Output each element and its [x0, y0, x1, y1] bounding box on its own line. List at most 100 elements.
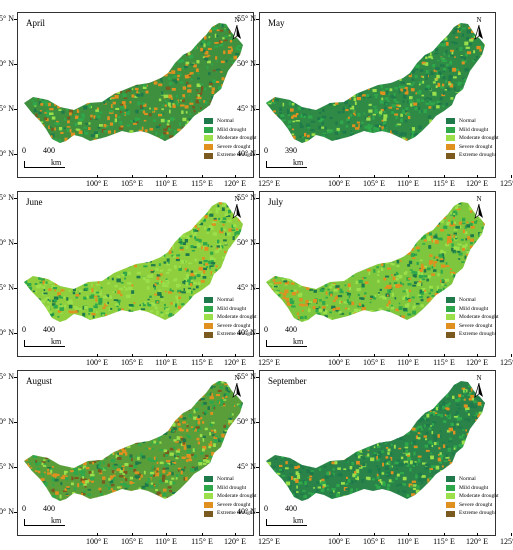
map-panel-june: June N Normal Mild drought Moderate drought S… [17, 191, 257, 357]
longitude-label: 115° E [191, 179, 213, 188]
north-arrow: N [473, 17, 485, 41]
longitude-tick [235, 533, 236, 536]
legend-swatch [204, 135, 213, 142]
longitude-tick [132, 175, 133, 178]
latitude-label: 50° N [0, 238, 14, 247]
legend-label: Moderate drought [217, 493, 257, 500]
longitude-tick [166, 354, 167, 357]
month-title: July [268, 197, 284, 207]
legend-item: Mild drought [446, 484, 499, 493]
latitude-label: 50° N [237, 59, 256, 68]
longitude-tick [444, 533, 445, 536]
map-panel-september: September N Normal Mild drought Moderate dro… [259, 370, 499, 536]
latitude-tick [256, 64, 259, 65]
map-panel-july: July N Normal Mild drought Moderate drought S… [259, 191, 499, 357]
legend-item: Normal [446, 475, 499, 484]
latitude-label: 55° N [0, 193, 14, 202]
north-arrow-icon [474, 25, 483, 40]
longitude-label: 105° E [362, 358, 386, 367]
north-arrow-icon [474, 383, 483, 398]
north-label: N [234, 195, 240, 203]
north-arrow: N [473, 375, 485, 399]
longitude-label: 120° E [465, 358, 489, 367]
scale-bar: 0 400 km [264, 504, 312, 532]
legend-swatch [446, 476, 455, 483]
legend-swatch [204, 493, 213, 500]
legend-swatch [446, 305, 455, 312]
legend-label: Mild drought [217, 305, 247, 312]
legend-item: Mild drought [204, 484, 257, 493]
longitude-label: 100° E [85, 358, 109, 367]
scale-bar: 0 400 km [264, 325, 312, 353]
latitude-tick [14, 467, 17, 468]
legend-item: Extreme drought [204, 509, 257, 518]
scale-zero: 0 [22, 504, 26, 513]
latitude-label: 50° N [237, 238, 256, 247]
north-arrow: N [231, 196, 243, 220]
scale-bar: 0 400 km [22, 504, 70, 532]
longitude-tick [408, 175, 409, 178]
legend-item: Normal [446, 117, 499, 126]
latitude-tick [14, 243, 17, 244]
longitude-tick [477, 175, 478, 178]
north-arrow-icon [232, 204, 241, 219]
longitude-label: 110° E [155, 358, 177, 367]
legend-label: Extreme drought [459, 152, 497, 159]
longitude-tick [339, 533, 340, 536]
longitude-label: 125° E [499, 537, 513, 546]
legend-item: Moderate drought [204, 492, 257, 501]
legend-item: Moderate drought [204, 134, 257, 143]
legend-label: Moderate drought [459, 314, 499, 321]
longitude-label: 125° E [499, 179, 513, 188]
scale-distance: 400 [43, 325, 55, 334]
latitude-tick [256, 109, 259, 110]
legend-swatch [446, 135, 455, 142]
legend-swatch [204, 305, 213, 312]
longitude-tick [235, 354, 236, 357]
drought-legend: Normal Mild drought Moderate drought Severe… [204, 475, 257, 518]
longitude-tick [511, 533, 512, 536]
latitude-tick [256, 512, 259, 513]
legend-item: Moderate drought [204, 313, 257, 322]
legend-swatch [204, 323, 213, 330]
latitude-tick [14, 333, 17, 334]
north-label: N [476, 195, 482, 203]
longitude-tick [408, 533, 409, 536]
longitude-tick [339, 175, 340, 178]
legend-label: Normal [217, 118, 234, 124]
latitude-label: 55° N [0, 372, 14, 381]
month-title: May [268, 18, 285, 28]
legend-label: Moderate drought [217, 135, 257, 142]
legend-item: Mild drought [446, 126, 499, 135]
latitude-tick [14, 512, 17, 513]
latitude-label: 40° N [0, 507, 14, 516]
region-map [24, 23, 243, 143]
legend-item: Extreme drought [446, 330, 499, 339]
longitude-tick [477, 354, 478, 357]
legend-item: Normal [204, 475, 257, 484]
legend-label: Mild drought [459, 305, 489, 312]
longitude-label: 115° E [433, 179, 455, 188]
legend-label: Normal [217, 297, 234, 303]
drought-legend: Normal Mild drought Moderate drought Severe… [204, 296, 257, 339]
legend-label: Mild drought [459, 126, 489, 133]
longitude-label: 115° E [191, 358, 213, 367]
north-label: N [234, 374, 240, 382]
legend-swatch [446, 152, 455, 159]
scale-line [266, 161, 307, 168]
map-panel-april: April N Normal Mild drought Moderate drought… [17, 12, 257, 178]
longitude-label: 125° E [499, 358, 513, 367]
latitude-label: 50° N [0, 417, 14, 426]
north-label: N [234, 16, 240, 24]
legend-label: Normal [459, 118, 476, 124]
scale-line [24, 340, 65, 347]
legend-swatch [446, 493, 455, 500]
north-arrow: N [473, 196, 485, 220]
legend-label: Extreme drought [459, 510, 497, 517]
longitude-label: 115° E [191, 537, 213, 546]
scale-unit: km [293, 337, 304, 346]
longitude-label: 120° E [465, 537, 489, 546]
longitude-label: 105° E [120, 358, 144, 367]
latitude-label: 45° N [237, 462, 256, 471]
region-map [266, 381, 485, 501]
